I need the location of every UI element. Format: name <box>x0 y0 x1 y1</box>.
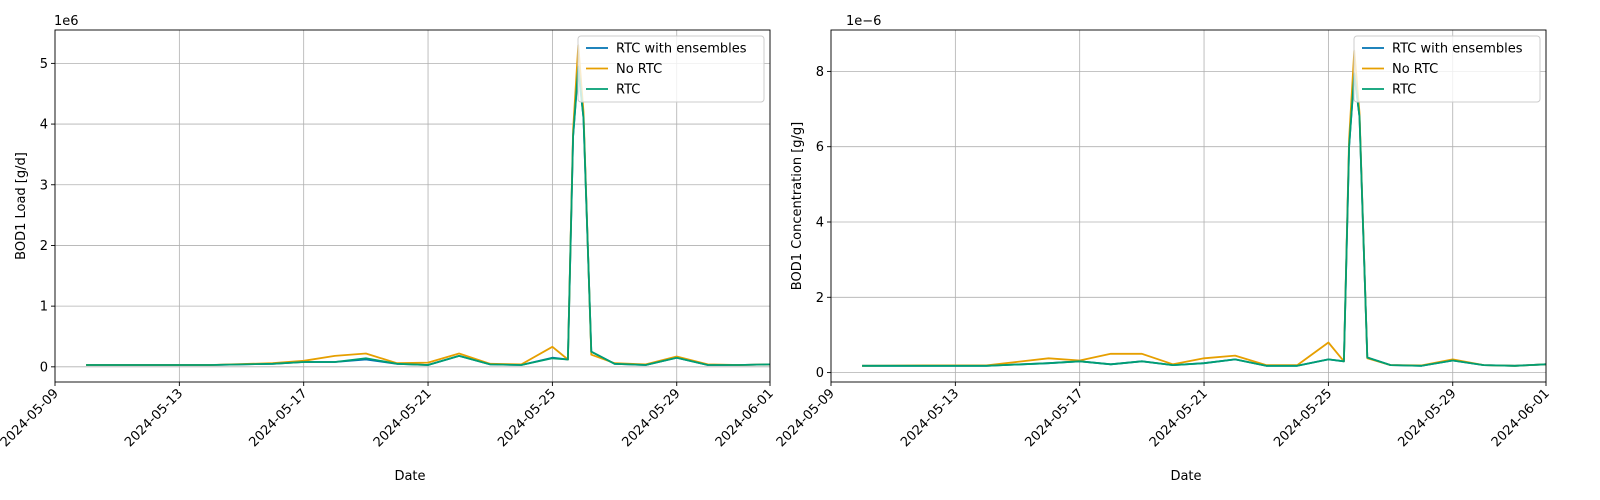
load-chart-legend-label: RTC with ensembles <box>616 42 747 57</box>
load-chart-x-axis-label: Date <box>394 469 425 484</box>
load-chart-panel: 1e6 Date BOD1 Load [g/d] 2024-05-09 2024-… <box>0 14 777 484</box>
concentration-chart-x-tick-label: 2024-05-25 <box>1271 386 1335 450</box>
concentration-chart-y-tick-label: 0 <box>816 366 824 381</box>
load-chart-x-tick-label: 2024-05-21 <box>371 386 435 450</box>
concentration-chart-y-tick-label: 2 <box>816 291 824 306</box>
concentration-chart-legend-label: RTC with ensembles <box>1392 42 1523 57</box>
concentration-chart-x-tick-label: 2024-06-01 <box>1489 386 1553 450</box>
load-chart-legend-label: No RTC <box>616 62 662 77</box>
concentration-chart-plot-frame <box>830 29 1547 383</box>
load-chart-y-tick-label: 0 <box>40 360 48 375</box>
concentration-chart-x-tick-label: 2024-05-09 <box>774 386 838 450</box>
concentration-chart-series-rtc <box>862 72 1547 367</box>
concentration-chart-offset-label: 1e−6 <box>846 14 881 29</box>
load-chart-series-rtc <box>86 65 771 366</box>
concentration-chart-y-tick-label: 6 <box>816 140 824 155</box>
load-chart-y-tick-label: 2 <box>40 239 48 254</box>
load-chart-legend-box <box>577 35 765 103</box>
load-chart-x-tick-label: 2024-05-25 <box>495 386 559 450</box>
concentration-chart-x-tick-label: 2024-05-13 <box>898 386 962 450</box>
load-chart-x-tick-label: 2024-05-29 <box>620 386 684 450</box>
concentration-chart-x-tick-label: 2024-05-29 <box>1396 386 1460 450</box>
load-chart-x-tick-label: 2024-05-09 <box>0 386 62 450</box>
concentration-chart-legend: RTC with ensembles No RTC RTC <box>1353 35 1541 103</box>
load-chart-offset-label: 1e6 <box>54 14 79 29</box>
load-chart-x-tick-label: 2024-05-13 <box>122 386 186 450</box>
concentration-chart-y-axis-label: BOD1 Concentration [g/g] <box>790 122 805 290</box>
concentration-chart-x-axis-label: Date <box>1170 469 1201 484</box>
load-chart-plot-frame <box>54 29 771 383</box>
load-chart-y-tick-label: 5 <box>40 57 48 72</box>
load-chart-legend: RTC with ensembles No RTC RTC <box>577 35 765 103</box>
concentration-chart-y-tick-label: 4 <box>816 216 824 231</box>
load-chart-y-axis-label: BOD1 Load [g/d] <box>14 152 29 260</box>
concentration-chart-x-tick-label: 2024-05-21 <box>1147 386 1211 450</box>
concentration-chart-y-tick-label: 8 <box>816 65 824 80</box>
load-chart-x-tick-label: 2024-05-17 <box>246 386 310 450</box>
load-chart-y-tick-label: 4 <box>40 118 48 133</box>
concentration-chart-legend-box <box>1353 35 1541 103</box>
load-chart-x-tick-label: 2024-06-01 <box>713 386 777 450</box>
concentration-chart-x-tick-label: 2024-05-17 <box>1022 386 1086 450</box>
concentration-chart-legend-label: RTC <box>1392 83 1416 98</box>
concentration-chart-legend-label: No RTC <box>1392 62 1438 77</box>
concentration-chart-panel: 1e−6 Date BOD1 Concentration [g/g] 2024-… <box>774 14 1553 484</box>
load-chart-y-tick-label: 1 <box>40 300 48 315</box>
load-chart-y-tick-label: 3 <box>40 178 48 193</box>
load-chart-legend-label: RTC <box>616 83 640 98</box>
